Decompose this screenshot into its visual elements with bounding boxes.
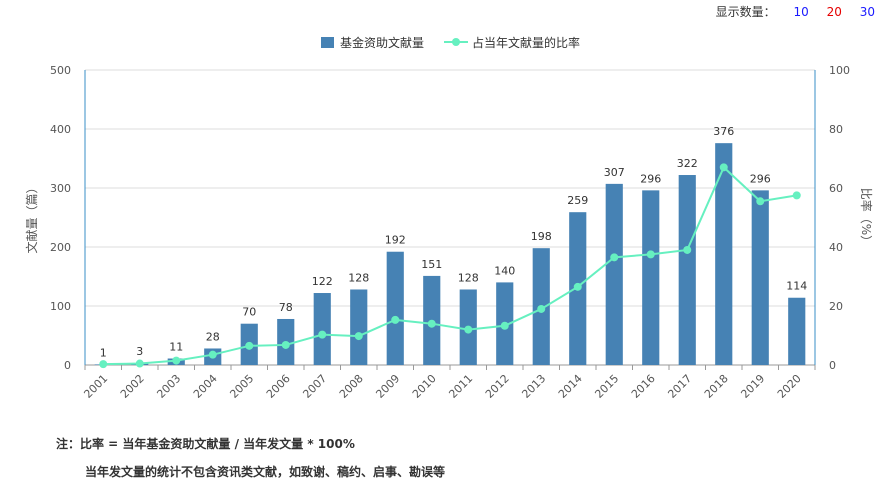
bar-data-label: 140 [494, 264, 515, 277]
x-tick-label: 2006 [264, 372, 293, 401]
y-left-tick-label: 300 [50, 182, 71, 195]
display-count-label: 显示数量： [715, 5, 776, 19]
x-tick-label: 2007 [300, 372, 329, 401]
bar [715, 143, 733, 365]
bar [313, 293, 331, 365]
ratio-point [719, 163, 728, 172]
bar-data-label: 296 [750, 172, 771, 185]
display-count-option-30[interactable]: 30 [859, 5, 875, 19]
x-tick-label: 2019 [738, 372, 767, 401]
bar-data-label: 122 [312, 275, 333, 288]
x-tick-label: 2020 [775, 372, 804, 401]
x-tick-label: 2004 [191, 372, 220, 401]
ratio-point [500, 321, 509, 330]
bar [788, 297, 806, 365]
x-tick-label: 2001 [81, 372, 110, 401]
bar [350, 289, 368, 365]
bar-data-label: 322 [677, 157, 698, 170]
bar-data-label: 259 [567, 194, 588, 207]
legend-bar-swatch [321, 37, 334, 48]
bar-data-label: 128 [458, 271, 479, 284]
ratio-point [792, 191, 801, 200]
x-tick-label: 2015 [592, 372, 621, 401]
x-tick-label: 2003 [154, 372, 183, 401]
chart: 0 100 200 300 400 500 0 20 40 60 80 100 2001 2002 2003… [24, 35, 874, 401]
y-right-tick-label: 20 [829, 300, 843, 313]
ratio-point [683, 245, 692, 254]
x-tick-label: 2013 [519, 372, 548, 401]
x-tick-label: 2017 [665, 372, 694, 401]
ratio-point [99, 360, 108, 369]
x-tick-label: 2012 [483, 372, 512, 401]
y-left-tick-label: 0 [64, 359, 71, 372]
x-tick-label: 2014 [556, 372, 585, 401]
bar-data-label: 1 [100, 346, 107, 359]
legend-bar-label: 基金资助文献量 [340, 35, 424, 50]
bar-data-label: 114 [786, 280, 807, 293]
ratio-point [573, 282, 582, 291]
display-count-option-20[interactable]: 20 [826, 5, 842, 19]
y-right-tick-label: 40 [829, 241, 843, 254]
ratio-point [135, 359, 144, 368]
bar-data-label: 296 [640, 172, 661, 185]
ratio-point [281, 340, 290, 349]
ratio-point [537, 304, 546, 313]
bar [386, 251, 404, 365]
x-tick-label: 2002 [118, 372, 147, 401]
y-left-tick-label: 500 [50, 64, 71, 77]
note-line-2: 当年发文量的统计不包含资讯类文献，如致谢、稿约、启事、勘误等 [85, 465, 446, 479]
ratio-point [427, 319, 436, 328]
ratio-line [103, 165, 797, 366]
x-tick-label: 2011 [446, 372, 475, 401]
bar [642, 190, 660, 365]
y-right-tick-label: 60 [829, 182, 843, 195]
x-tick-label: 2016 [629, 372, 658, 401]
bar-data-label: 11 [169, 341, 183, 354]
bar [605, 183, 623, 365]
x-tick-label: 2008 [337, 372, 366, 401]
bar [751, 190, 769, 365]
y-left-tick-label: 100 [50, 300, 71, 313]
bar-data-label: 376 [713, 125, 734, 138]
bar [678, 175, 696, 365]
ratio-point [208, 350, 217, 359]
y-right-axis-title: 比率（%） [859, 188, 874, 247]
bar-data-label: 198 [531, 230, 552, 243]
ratio-point [354, 332, 363, 341]
ratio-point [172, 356, 181, 365]
y-left-axis-title: 文献量（篇） [24, 181, 39, 253]
ratio-point [318, 330, 327, 339]
bar-data-label: 307 [604, 166, 625, 179]
ratio-point [610, 253, 619, 262]
bar-data-label: 3 [136, 345, 143, 358]
x-tick-label: 2018 [702, 372, 731, 401]
ratio-point [245, 341, 254, 350]
bar-data-label: 192 [385, 234, 406, 247]
y-left-tick-label: 200 [50, 241, 71, 254]
y-right-tick-label: 80 [829, 123, 843, 136]
x-tick-label: 2010 [410, 372, 439, 401]
ratio-point [464, 325, 473, 334]
y-left-tick-label: 400 [50, 123, 71, 136]
display-count-bar: 显示数量： 10 20 30 [716, 3, 875, 20]
x-tick-label: 2005 [227, 372, 256, 401]
ratio-point [391, 315, 400, 324]
bar-data-label: 70 [242, 306, 256, 319]
legend-line-marker [452, 38, 460, 46]
note-line-1: 注：比率 = 当年基金资助文献量 / 当年发文量 * 100% [56, 437, 355, 451]
bar-data-label: 128 [348, 271, 369, 284]
display-count-option-10[interactable]: 10 [793, 5, 809, 19]
x-tick-label: 2009 [373, 372, 402, 401]
bar-data-label: 151 [421, 258, 442, 271]
bar-data-label: 28 [206, 330, 220, 343]
ratio-point [756, 197, 765, 206]
ratio-point [646, 250, 655, 259]
bar-data-label: 78 [279, 301, 293, 314]
y-right-tick-label: 0 [829, 359, 836, 372]
legend-line-label: 占当年文献量的比率 [472, 35, 580, 50]
y-right-tick-label: 100 [829, 64, 850, 77]
